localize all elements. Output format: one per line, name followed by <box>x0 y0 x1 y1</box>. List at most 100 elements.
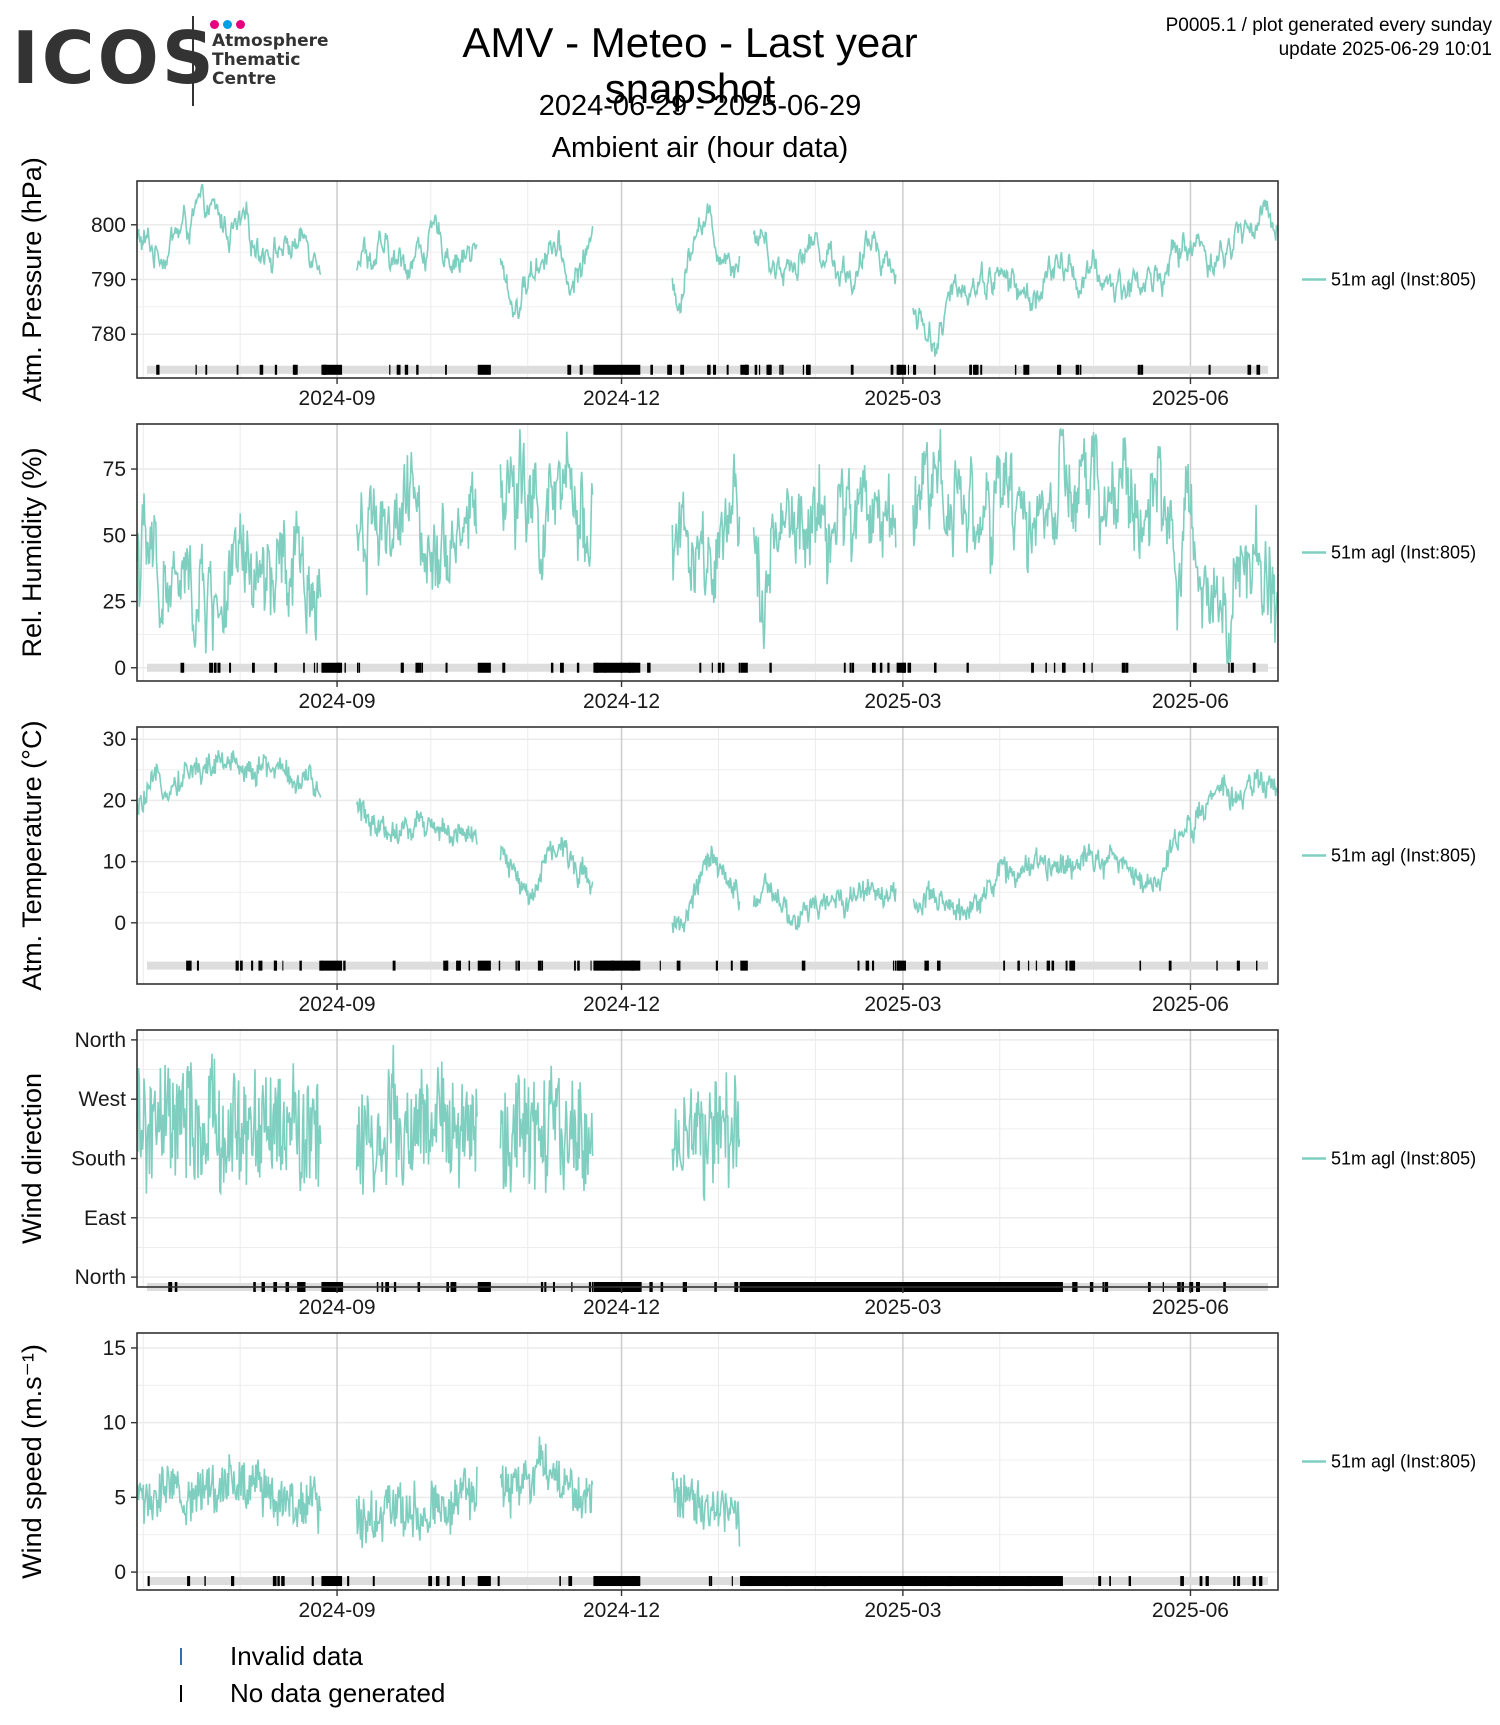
no-data-marker <box>313 662 316 673</box>
no-data-marker <box>667 364 672 375</box>
legend-label: 51m agl (Inst:805) <box>1331 1149 1476 1169</box>
no-data-marker <box>186 960 190 971</box>
no-data-marker <box>611 960 615 971</box>
no-data-marker <box>1128 1576 1132 1587</box>
x-tick-label: 2024-12 <box>583 1296 660 1319</box>
no-data-marker <box>647 662 651 673</box>
no-data-marker <box>396 364 401 375</box>
no-data-marker <box>468 960 471 971</box>
chart-panel: 0 5 10 15 2024-09 2024-12 2025-03 2025-06 Wind s… <box>17 1332 1476 1622</box>
no-data-marker <box>518 960 521 971</box>
no-data-marker <box>897 364 900 375</box>
update-timestamp: update 2025-06-29 10:01 <box>1278 39 1492 60</box>
no-data-marker <box>195 364 197 375</box>
no-data-marker <box>1079 364 1082 375</box>
no-data-marker <box>871 960 875 971</box>
no-data-marker <box>740 1576 1063 1587</box>
series-line <box>136 1436 741 1548</box>
no-data-marker <box>801 960 806 971</box>
x-tick-label: 2025-06 <box>1152 387 1229 410</box>
no-data-marker <box>1035 960 1038 971</box>
x-tick-label: 2025-03 <box>864 993 941 1016</box>
no-data-marker <box>890 364 894 375</box>
no-data-marker <box>559 1576 561 1587</box>
x-tick-label: 2025-03 <box>864 690 941 713</box>
no-data-marker <box>717 662 721 673</box>
no-data-marker <box>630 960 635 971</box>
no-data-marker <box>1180 1576 1184 1587</box>
y-tick-label: 0 <box>114 912 126 935</box>
no-data-marker <box>980 364 983 375</box>
x-tick-label: 2024-09 <box>299 1296 376 1319</box>
no-data-marker <box>1121 662 1126 673</box>
no-data-marker <box>1036 1576 1040 1587</box>
y-tick-label: 10 <box>103 1412 126 1435</box>
no-data-marker <box>973 364 977 375</box>
no-data-marker <box>678 960 681 971</box>
no-data-marker <box>303 662 305 673</box>
no-data-marker <box>568 1576 573 1587</box>
no-data-marker <box>754 364 758 375</box>
no-data-marker <box>311 1576 314 1587</box>
no-data-marker <box>772 1576 774 1587</box>
no-data-marker <box>896 364 907 375</box>
no-data-marker <box>816 1576 819 1587</box>
no-data-marker <box>1082 662 1086 673</box>
no-data-marker <box>802 364 805 375</box>
no-data-marker <box>1208 364 1211 375</box>
no-data-marker <box>713 364 717 375</box>
no-data-marker <box>748 1576 753 1587</box>
no-data-marker <box>857 960 860 971</box>
logo-wordmark: ICOS <box>12 16 217 100</box>
x-tick-label: 2025-06 <box>1152 1296 1229 1319</box>
no-data-marker <box>1205 1576 1209 1587</box>
no-data-marker <box>274 662 278 673</box>
no-data-marker <box>1017 960 1020 971</box>
no-data-marker <box>785 1576 787 1587</box>
no-data-marker <box>204 1576 206 1587</box>
no-data-marker <box>850 364 854 375</box>
no-data-marker <box>277 1576 280 1587</box>
no-data-marker <box>711 662 713 673</box>
no-data-marker <box>859 1576 862 1587</box>
legend-invalid-data: Invalid data <box>180 1638 445 1675</box>
no-data-marker <box>156 364 160 375</box>
no-data-label: No data generated <box>230 1678 446 1708</box>
x-tick-label: 2024-12 <box>583 387 660 410</box>
y-tick-label: 800 <box>91 214 126 237</box>
no-data-marker <box>446 1576 450 1587</box>
no-data-marker <box>443 960 447 971</box>
no-data-marker <box>240 960 243 971</box>
no-data-marker <box>446 960 448 971</box>
no-data-marker <box>477 960 491 971</box>
no-data-marker <box>321 662 343 673</box>
y-tick-label: West <box>79 1088 127 1111</box>
no-data-marker <box>659 960 661 971</box>
legend-no-data: No data generated <box>180 1675 445 1712</box>
no-data-marker <box>347 1576 350 1587</box>
logo-subtitle-line: Centre <box>212 69 277 89</box>
y-axis-title: Wind speed (m.s⁻¹) <box>17 1344 47 1579</box>
no-data-marker <box>949 1576 954 1587</box>
x-tick-label: 2024-09 <box>299 993 376 1016</box>
no-data-marker <box>1031 662 1034 673</box>
no-data-marker <box>209 662 214 673</box>
y-tick-label: 5 <box>114 1486 126 1509</box>
no-data-marker <box>1065 960 1068 971</box>
y-axis-title: Atm. Pressure (hPa) <box>17 157 47 402</box>
no-data-marker <box>205 364 208 375</box>
no-data-marker <box>404 364 409 375</box>
logo-subtitle-line: Atmosphere <box>212 31 329 51</box>
no-data-marker <box>1237 1576 1241 1587</box>
no-data-marker <box>517 960 520 971</box>
y-axis-title: Atm. Temperature (°C) <box>17 721 47 991</box>
no-data-marker <box>180 662 185 673</box>
no-data-marker <box>251 960 254 971</box>
no-data-marker <box>217 662 221 673</box>
section-title: Ambient air (hour data) <box>551 132 849 164</box>
status-strip <box>147 1577 1268 1586</box>
no-data-marker <box>502 662 506 673</box>
no-data-marker <box>1014 364 1017 375</box>
no-data-marker <box>715 960 718 971</box>
no-data-marker <box>392 960 396 971</box>
